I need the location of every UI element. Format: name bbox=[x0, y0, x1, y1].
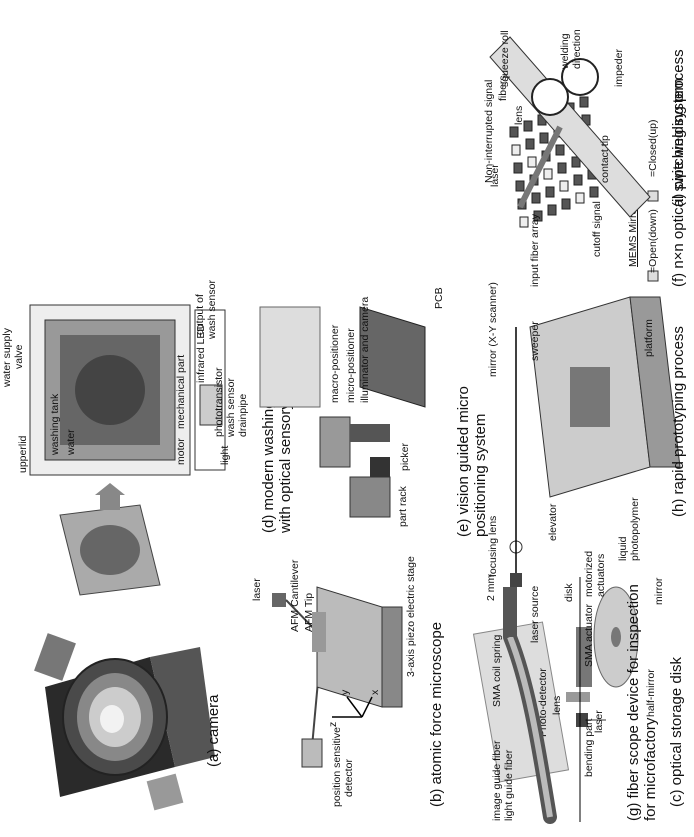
label-macro: macro-positioner bbox=[329, 324, 341, 403]
label-phototransistor: phototransistor bbox=[213, 367, 225, 437]
afm-illustration bbox=[272, 586, 403, 768]
mems-mirror bbox=[571, 156, 581, 168]
panel-camera: (a) camera bbox=[0, 537, 230, 837]
label-micro: micro-positioner bbox=[345, 328, 357, 403]
label-valve: valve bbox=[13, 344, 25, 369]
camera-illustration bbox=[34, 633, 215, 811]
mems-mirror bbox=[555, 144, 565, 156]
laser-icon bbox=[272, 593, 286, 607]
label-illuminator: illuminator and camera bbox=[359, 296, 371, 403]
panel-washing-machine: upperlid water supply valve washing tank… bbox=[0, 280, 294, 605]
label-psd1: position sensitive bbox=[331, 727, 343, 807]
mems-mirror bbox=[575, 192, 585, 204]
label-focusing: focusing lens bbox=[487, 515, 499, 577]
label-welding2: direction bbox=[571, 29, 583, 69]
label-laser-i: laser bbox=[489, 164, 501, 187]
fiber-scope-illustration bbox=[503, 577, 581, 824]
panel-micro-positioning: macro-positioner micro-positioner illumi… bbox=[250, 287, 450, 537]
label-part-rack: part rack bbox=[397, 486, 409, 527]
label-laser-source: laser source bbox=[529, 585, 541, 643]
positioning-illustration bbox=[259, 306, 426, 518]
mems-mirror bbox=[547, 204, 557, 216]
mems-mirror bbox=[589, 186, 599, 198]
legend-mirror-icon bbox=[647, 270, 659, 282]
label-contact: contact tip bbox=[599, 135, 611, 183]
label-squeeze: squeeze roll bbox=[499, 30, 511, 87]
mems-mirror bbox=[539, 132, 549, 144]
washing-machine-illustration bbox=[29, 304, 226, 596]
label-motorized2: actuators bbox=[595, 553, 607, 597]
mems-mirror bbox=[519, 216, 529, 228]
rapid-prototyping-illustration bbox=[509, 296, 681, 587]
mems-mirror bbox=[527, 156, 537, 168]
mems-mirror bbox=[531, 192, 541, 204]
caption-g2: for microfactory bbox=[642, 717, 659, 821]
label-water: water bbox=[65, 429, 77, 455]
panel-optical-disk: disk mirror Photo-detector lens laser ha… bbox=[456, 537, 694, 837]
label-light-guide: light guide fiber bbox=[503, 749, 515, 821]
label-light: light bbox=[219, 445, 231, 465]
label-laser: laser bbox=[251, 578, 263, 601]
mems-mirror bbox=[533, 210, 543, 222]
label-liquid1: liquid bbox=[617, 536, 629, 561]
psd-icon bbox=[301, 738, 323, 768]
caption-i: (i) pipe welding process bbox=[670, 49, 687, 207]
mems-mirror bbox=[513, 162, 523, 174]
label-upperlid: upperlid bbox=[17, 435, 29, 473]
mems-mirror bbox=[559, 180, 569, 192]
label-wash-sensor: wash sensor bbox=[225, 378, 237, 437]
label-mirror-h: mirror (X-Y scanner) bbox=[487, 282, 499, 377]
label-image-guide: image guide fiber bbox=[491, 740, 503, 821]
label-y: y bbox=[339, 689, 351, 695]
label-liquid2: photopolymer bbox=[629, 497, 641, 561]
mems-mirror bbox=[557, 162, 567, 174]
label-bending: bending part bbox=[583, 718, 595, 777]
panel-fiber-scope: image guide fiber light guide fiber SMA … bbox=[470, 557, 694, 837]
label-motor: motor bbox=[175, 438, 187, 465]
label-impeder: impeder bbox=[613, 49, 625, 87]
caption-h: (h) rapid prototyping process bbox=[670, 326, 687, 517]
mems-mirror bbox=[523, 120, 533, 132]
label-sweeper: sweeper bbox=[529, 321, 541, 361]
label-cantilever: AFM Cantilever bbox=[289, 559, 301, 632]
mems-mirror bbox=[509, 126, 519, 138]
label-output2: wash sensor bbox=[206, 280, 218, 339]
label-x: x bbox=[369, 689, 381, 695]
panel-afm: laser AFM Cantilever AFM Tip 3-axis piez… bbox=[232, 537, 454, 837]
mems-mirror bbox=[543, 168, 553, 180]
mems-mirror bbox=[579, 96, 589, 108]
mems-mirror bbox=[561, 198, 571, 210]
label-elevator: elevator bbox=[547, 503, 559, 541]
label-mechanical: mechanical part bbox=[175, 354, 187, 429]
caption-a: (a) camera bbox=[205, 694, 222, 767]
label-tip: AFM Tip bbox=[303, 592, 315, 632]
mems-mirror bbox=[515, 180, 525, 192]
mems-mirror bbox=[525, 138, 535, 150]
pipe-welding-illustration bbox=[489, 36, 651, 218]
panel-rapid-prototyping: focusing lens mirror (X-Y scanner) sweep… bbox=[430, 237, 694, 657]
label-drainpipe: drainpipe bbox=[237, 393, 249, 437]
label-welding1: welding bbox=[559, 33, 571, 69]
panel-pipe-welding: squeeze roll laser welding direction con… bbox=[430, 7, 694, 237]
label-output1: output of bbox=[194, 294, 206, 335]
mems-mirror bbox=[511, 144, 521, 156]
mems-mirror bbox=[545, 186, 555, 198]
label-water-supply: water supply bbox=[1, 328, 13, 387]
label-z: z bbox=[327, 721, 339, 727]
label-stage: 3-axis piezo electric stage bbox=[405, 556, 417, 677]
label-washing-tank: washing tank bbox=[49, 393, 61, 455]
label-picker: picker bbox=[399, 442, 411, 471]
optical-disk-illustration bbox=[472, 586, 639, 783]
label-psd2: detector bbox=[343, 759, 355, 797]
mems-mirror bbox=[573, 174, 583, 186]
label-platform: platform bbox=[643, 319, 655, 357]
label-motorized1: motorized bbox=[583, 550, 595, 597]
